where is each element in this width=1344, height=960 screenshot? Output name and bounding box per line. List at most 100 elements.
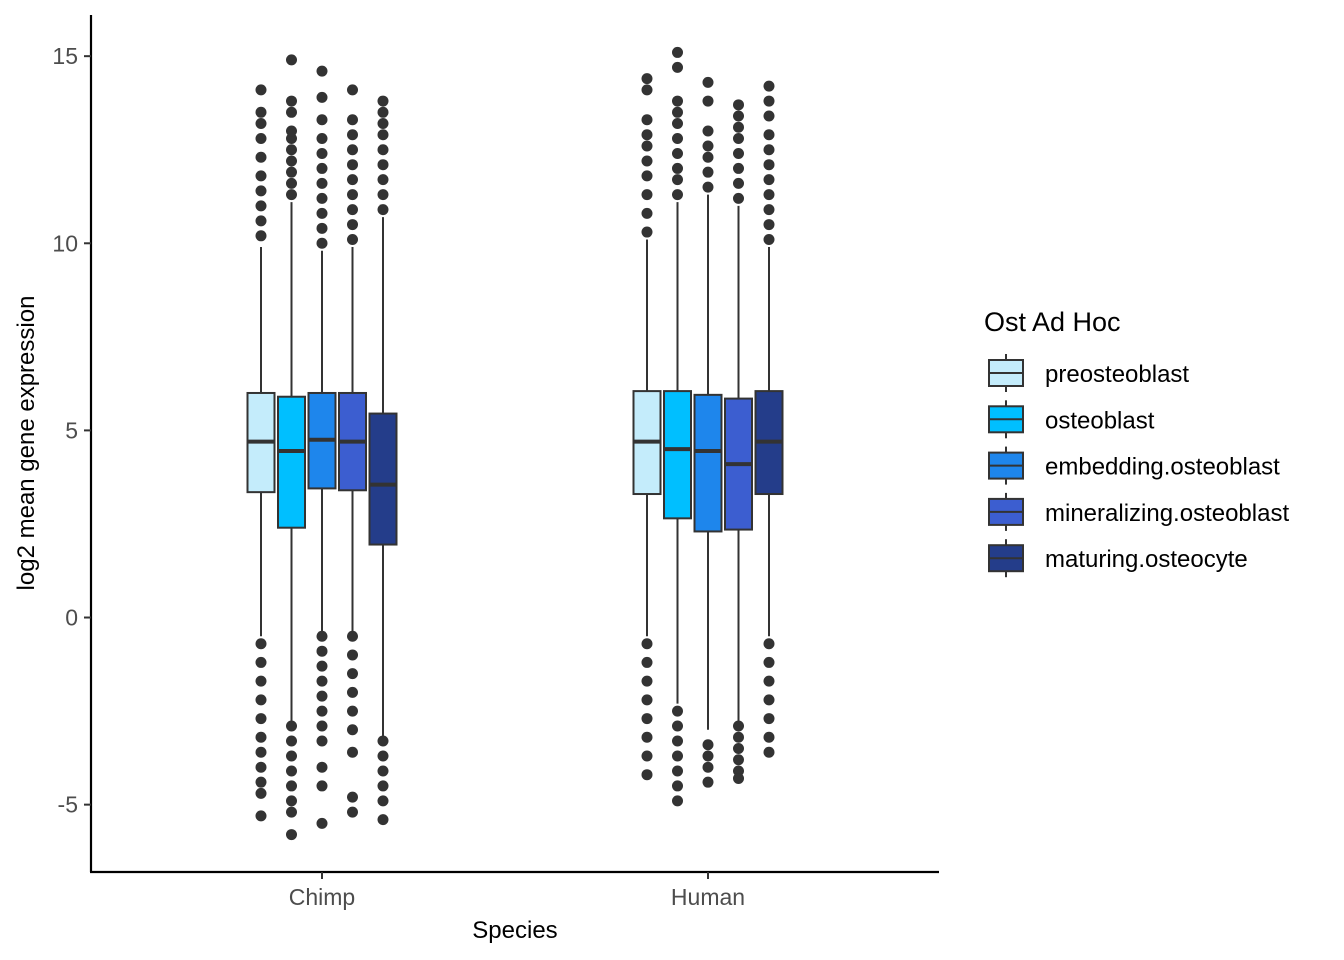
- outlier-point: [377, 780, 389, 792]
- outlier-point: [641, 140, 653, 152]
- outlier-point: [316, 690, 328, 702]
- outlier-point: [672, 750, 683, 762]
- outlier-point: [702, 739, 714, 751]
- plot-area: [246, 46, 784, 841]
- outlier-point: [286, 765, 297, 777]
- outlier-point: [377, 159, 389, 171]
- outlier-point: [377, 129, 389, 141]
- outlier-point: [763, 713, 775, 725]
- outlier-point: [286, 750, 297, 762]
- outlier-point: [641, 114, 653, 126]
- outlier-point: [763, 110, 775, 122]
- box-osteoblast-chimp: [277, 54, 306, 841]
- outlier-point: [641, 694, 653, 706]
- outlier-point: [377, 189, 389, 201]
- outlier-point: [672, 720, 683, 732]
- outlier-point: [733, 192, 744, 204]
- outlier-point: [347, 234, 358, 246]
- outlier-point: [377, 174, 389, 186]
- outlier-point: [763, 144, 775, 156]
- outlier-point: [316, 132, 328, 144]
- outlier-point: [347, 114, 358, 126]
- outlier-point: [255, 170, 267, 182]
- outlier-point: [702, 181, 714, 193]
- outlier-point: [255, 638, 267, 650]
- outlier-point: [316, 630, 328, 642]
- outlier-point: [347, 705, 358, 717]
- y-axis-title: log2 mean gene expression: [13, 296, 40, 591]
- outlier-point: [733, 162, 744, 174]
- outlier-point: [641, 713, 653, 725]
- outlier-point: [316, 761, 328, 773]
- outlier-point: [672, 132, 683, 144]
- outlier-point: [672, 118, 683, 130]
- outlier-point: [733, 132, 744, 144]
- outlier-point: [255, 200, 267, 212]
- legend-label: osteoblast: [1045, 407, 1155, 434]
- legend-items: preosteoblast osteoblast embedding.osteobl…: [988, 354, 1289, 578]
- outlier-point: [763, 159, 775, 171]
- outlier-point: [255, 776, 267, 788]
- box-mineralizing.osteoblast-human: [724, 99, 753, 784]
- legend-item-maturing.osteocyte: maturing.osteocyte: [988, 539, 1248, 578]
- outlier-point: [641, 155, 653, 167]
- outlier-point: [702, 166, 714, 178]
- outlier-point: [255, 118, 267, 130]
- outlier-point: [255, 746, 267, 758]
- outlier-point: [733, 743, 744, 755]
- outlier-point: [347, 791, 358, 803]
- box-maturing.osteocyte-chimp: [368, 95, 398, 826]
- outlier-point: [702, 76, 714, 88]
- outlier-point: [347, 219, 358, 231]
- outlier-point: [672, 95, 683, 107]
- outlier-point: [347, 686, 358, 698]
- box-body: [277, 395, 306, 529]
- outlier-point: [286, 720, 297, 732]
- outlier-point: [347, 159, 358, 171]
- outlier-point: [347, 806, 358, 818]
- y-tick-label: -5: [58, 792, 78, 818]
- outlier-point: [255, 656, 267, 668]
- outlier-point: [763, 80, 775, 92]
- outlier-point: [377, 204, 389, 216]
- outlier-point: [347, 668, 358, 680]
- outlier-point: [672, 61, 683, 73]
- outlier-point: [347, 746, 358, 758]
- box-osteoblast-human: [663, 46, 692, 807]
- y-tick-label: 15: [52, 43, 78, 69]
- outlier-point: [316, 207, 328, 219]
- outlier-point: [733, 177, 744, 189]
- outlier-point: [672, 106, 683, 118]
- outlier-point: [255, 84, 267, 96]
- outlier-point: [672, 189, 683, 201]
- outlier-point: [377, 735, 389, 747]
- box-preosteoblast-chimp: [246, 84, 276, 822]
- outlier-point: [347, 189, 358, 201]
- outlier-point: [286, 125, 297, 137]
- outlier-point: [255, 694, 267, 706]
- outlier-point: [255, 132, 267, 144]
- outlier-point: [641, 769, 653, 781]
- outlier-point: [347, 129, 358, 141]
- outlier-point: [641, 189, 653, 201]
- outlier-point: [733, 99, 744, 111]
- y-ticks: -5 0 5 10 15: [52, 43, 91, 818]
- outlier-point: [763, 656, 775, 668]
- legend-label: embedding.osteoblast: [1045, 454, 1280, 481]
- outlier-point: [255, 810, 267, 822]
- outlier-point: [641, 750, 653, 762]
- legend: Ost Ad Hoc preosteoblast osteoblast embedd…: [984, 307, 1289, 578]
- y-tick-label: 10: [52, 230, 78, 256]
- outlier-point: [316, 780, 328, 792]
- outlier-point: [316, 192, 328, 204]
- outlier-point: [672, 765, 683, 777]
- box-body: [663, 390, 692, 520]
- outlier-point: [672, 705, 683, 717]
- outlier-point: [763, 694, 775, 706]
- outlier-point: [641, 656, 653, 668]
- outlier-point: [316, 162, 328, 174]
- outlier-point: [286, 155, 297, 167]
- outlier-point: [641, 731, 653, 743]
- outlier-point: [377, 750, 389, 762]
